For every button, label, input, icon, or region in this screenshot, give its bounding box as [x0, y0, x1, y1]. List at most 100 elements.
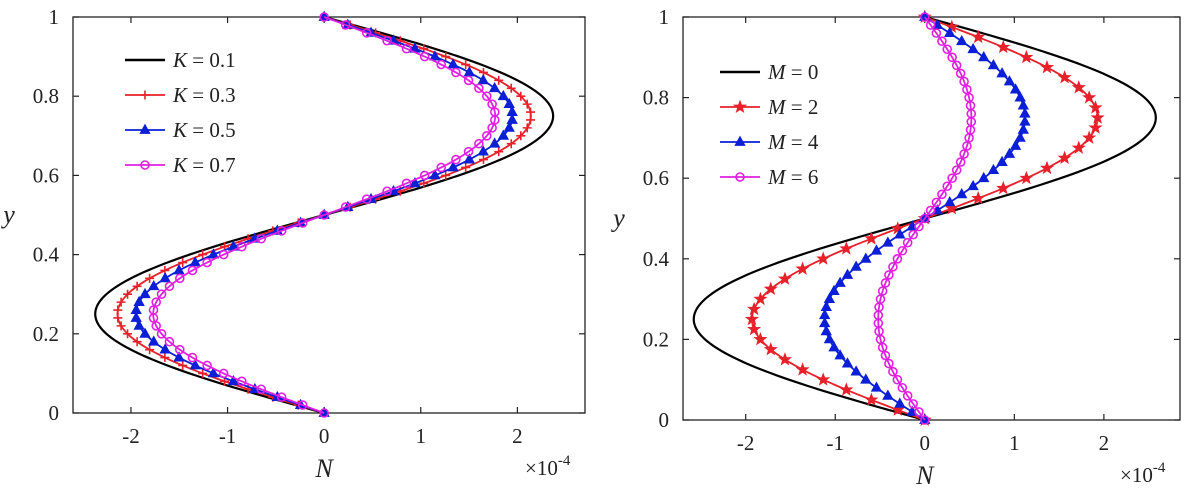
legend-label: K = 0.5	[172, 118, 236, 142]
data-point	[777, 271, 792, 285]
data-point	[944, 26, 956, 38]
data-point	[463, 146, 474, 157]
data-point	[477, 74, 489, 85]
legend-label: M = 0	[767, 60, 818, 84]
x-axis-multiplier-base: ×10	[525, 456, 558, 480]
data-point	[877, 286, 888, 296]
data-point	[525, 115, 535, 125]
data-point	[897, 382, 908, 393]
y-tick-label: 0.4	[33, 243, 60, 267]
data-point	[897, 245, 908, 256]
data-point	[828, 284, 840, 295]
x-tick-label: 1	[1009, 431, 1020, 455]
plot-frame	[682, 16, 1181, 421]
legend-value: = 2	[786, 95, 819, 119]
data-point	[132, 281, 142, 291]
data-point	[1071, 140, 1086, 154]
data-point	[1009, 83, 1022, 94]
data-point	[148, 279, 160, 291]
data-point	[461, 60, 471, 70]
data-point	[447, 161, 459, 172]
data-point	[1003, 147, 1016, 158]
data-point	[880, 350, 891, 361]
data-point	[145, 345, 155, 355]
data-point	[763, 281, 778, 295]
data-point	[164, 336, 175, 347]
legend-value: = 0.5	[187, 118, 236, 142]
data-point	[795, 362, 810, 376]
data-point	[276, 226, 287, 236]
data-point	[297, 400, 308, 410]
data-point	[429, 50, 441, 61]
data-point	[478, 155, 488, 165]
data-point	[914, 221, 924, 232]
y-axis-label: y	[610, 204, 625, 233]
legend-marker	[140, 90, 150, 100]
y-tick-label: 0	[49, 401, 60, 425]
series-m-3	[873, 12, 977, 425]
legend-variable: M	[767, 60, 787, 84]
data-point	[753, 291, 768, 306]
y-tick-label: 0	[659, 408, 670, 432]
data-point	[139, 327, 151, 338]
data-point	[123, 329, 133, 339]
x-tick-label: 2	[1099, 431, 1110, 455]
data-point	[503, 121, 515, 132]
legend-label: M = 6	[767, 165, 818, 189]
x-axis-multiplier-exponent: -4	[558, 453, 571, 469]
data-point	[978, 171, 990, 183]
legend-value: = 0.1	[187, 48, 236, 72]
data-point	[156, 328, 167, 339]
data-point	[461, 162, 471, 172]
data-point	[447, 58, 459, 69]
data-point	[1019, 107, 1031, 118]
data-point	[506, 139, 516, 149]
x-axis-multiplier: ×10-4	[1120, 460, 1166, 487]
data-point	[382, 35, 392, 46]
data-point	[925, 20, 936, 30]
data-point	[451, 67, 461, 78]
y-tick-label: 0.6	[643, 166, 669, 190]
data-point	[436, 59, 447, 70]
data-point	[497, 129, 510, 140]
legend-marker	[732, 99, 748, 113]
legend-value: = 0.7	[187, 153, 236, 177]
data-point	[1019, 115, 1031, 126]
data-point	[937, 36, 947, 46]
data-point	[198, 368, 208, 378]
data-point	[361, 28, 372, 38]
data-point	[819, 308, 831, 320]
data-point	[218, 249, 229, 260]
data-point	[207, 248, 220, 259]
data-point	[947, 173, 957, 183]
y-tick-label: 0.2	[33, 322, 59, 346]
data-point	[1039, 160, 1055, 175]
data-point	[834, 349, 846, 360]
data-point	[178, 360, 188, 370]
legend-marker	[735, 172, 745, 182]
legend-value: = 6	[786, 165, 819, 189]
data-point	[145, 273, 155, 283]
legend-value: = 0.3	[187, 83, 236, 107]
x-tick-label: 0	[920, 431, 931, 455]
data-point	[1039, 60, 1055, 74]
data-point	[207, 367, 220, 378]
data-point	[753, 332, 768, 346]
data-point	[139, 287, 151, 299]
data-point	[187, 265, 198, 276]
data-point	[955, 157, 966, 167]
data-point	[892, 374, 903, 385]
data-point	[382, 186, 392, 197]
data-point	[488, 137, 501, 148]
data-point	[908, 229, 919, 240]
y-tick-label: 1	[49, 5, 60, 29]
data-point	[503, 97, 515, 109]
data-point	[174, 273, 185, 284]
legend-variable: K	[172, 118, 188, 142]
data-point	[823, 292, 836, 303]
x-tick-label: -2	[122, 424, 140, 448]
x-axis-label: N	[314, 454, 334, 483]
data-point	[159, 272, 171, 283]
data-point	[947, 52, 957, 63]
